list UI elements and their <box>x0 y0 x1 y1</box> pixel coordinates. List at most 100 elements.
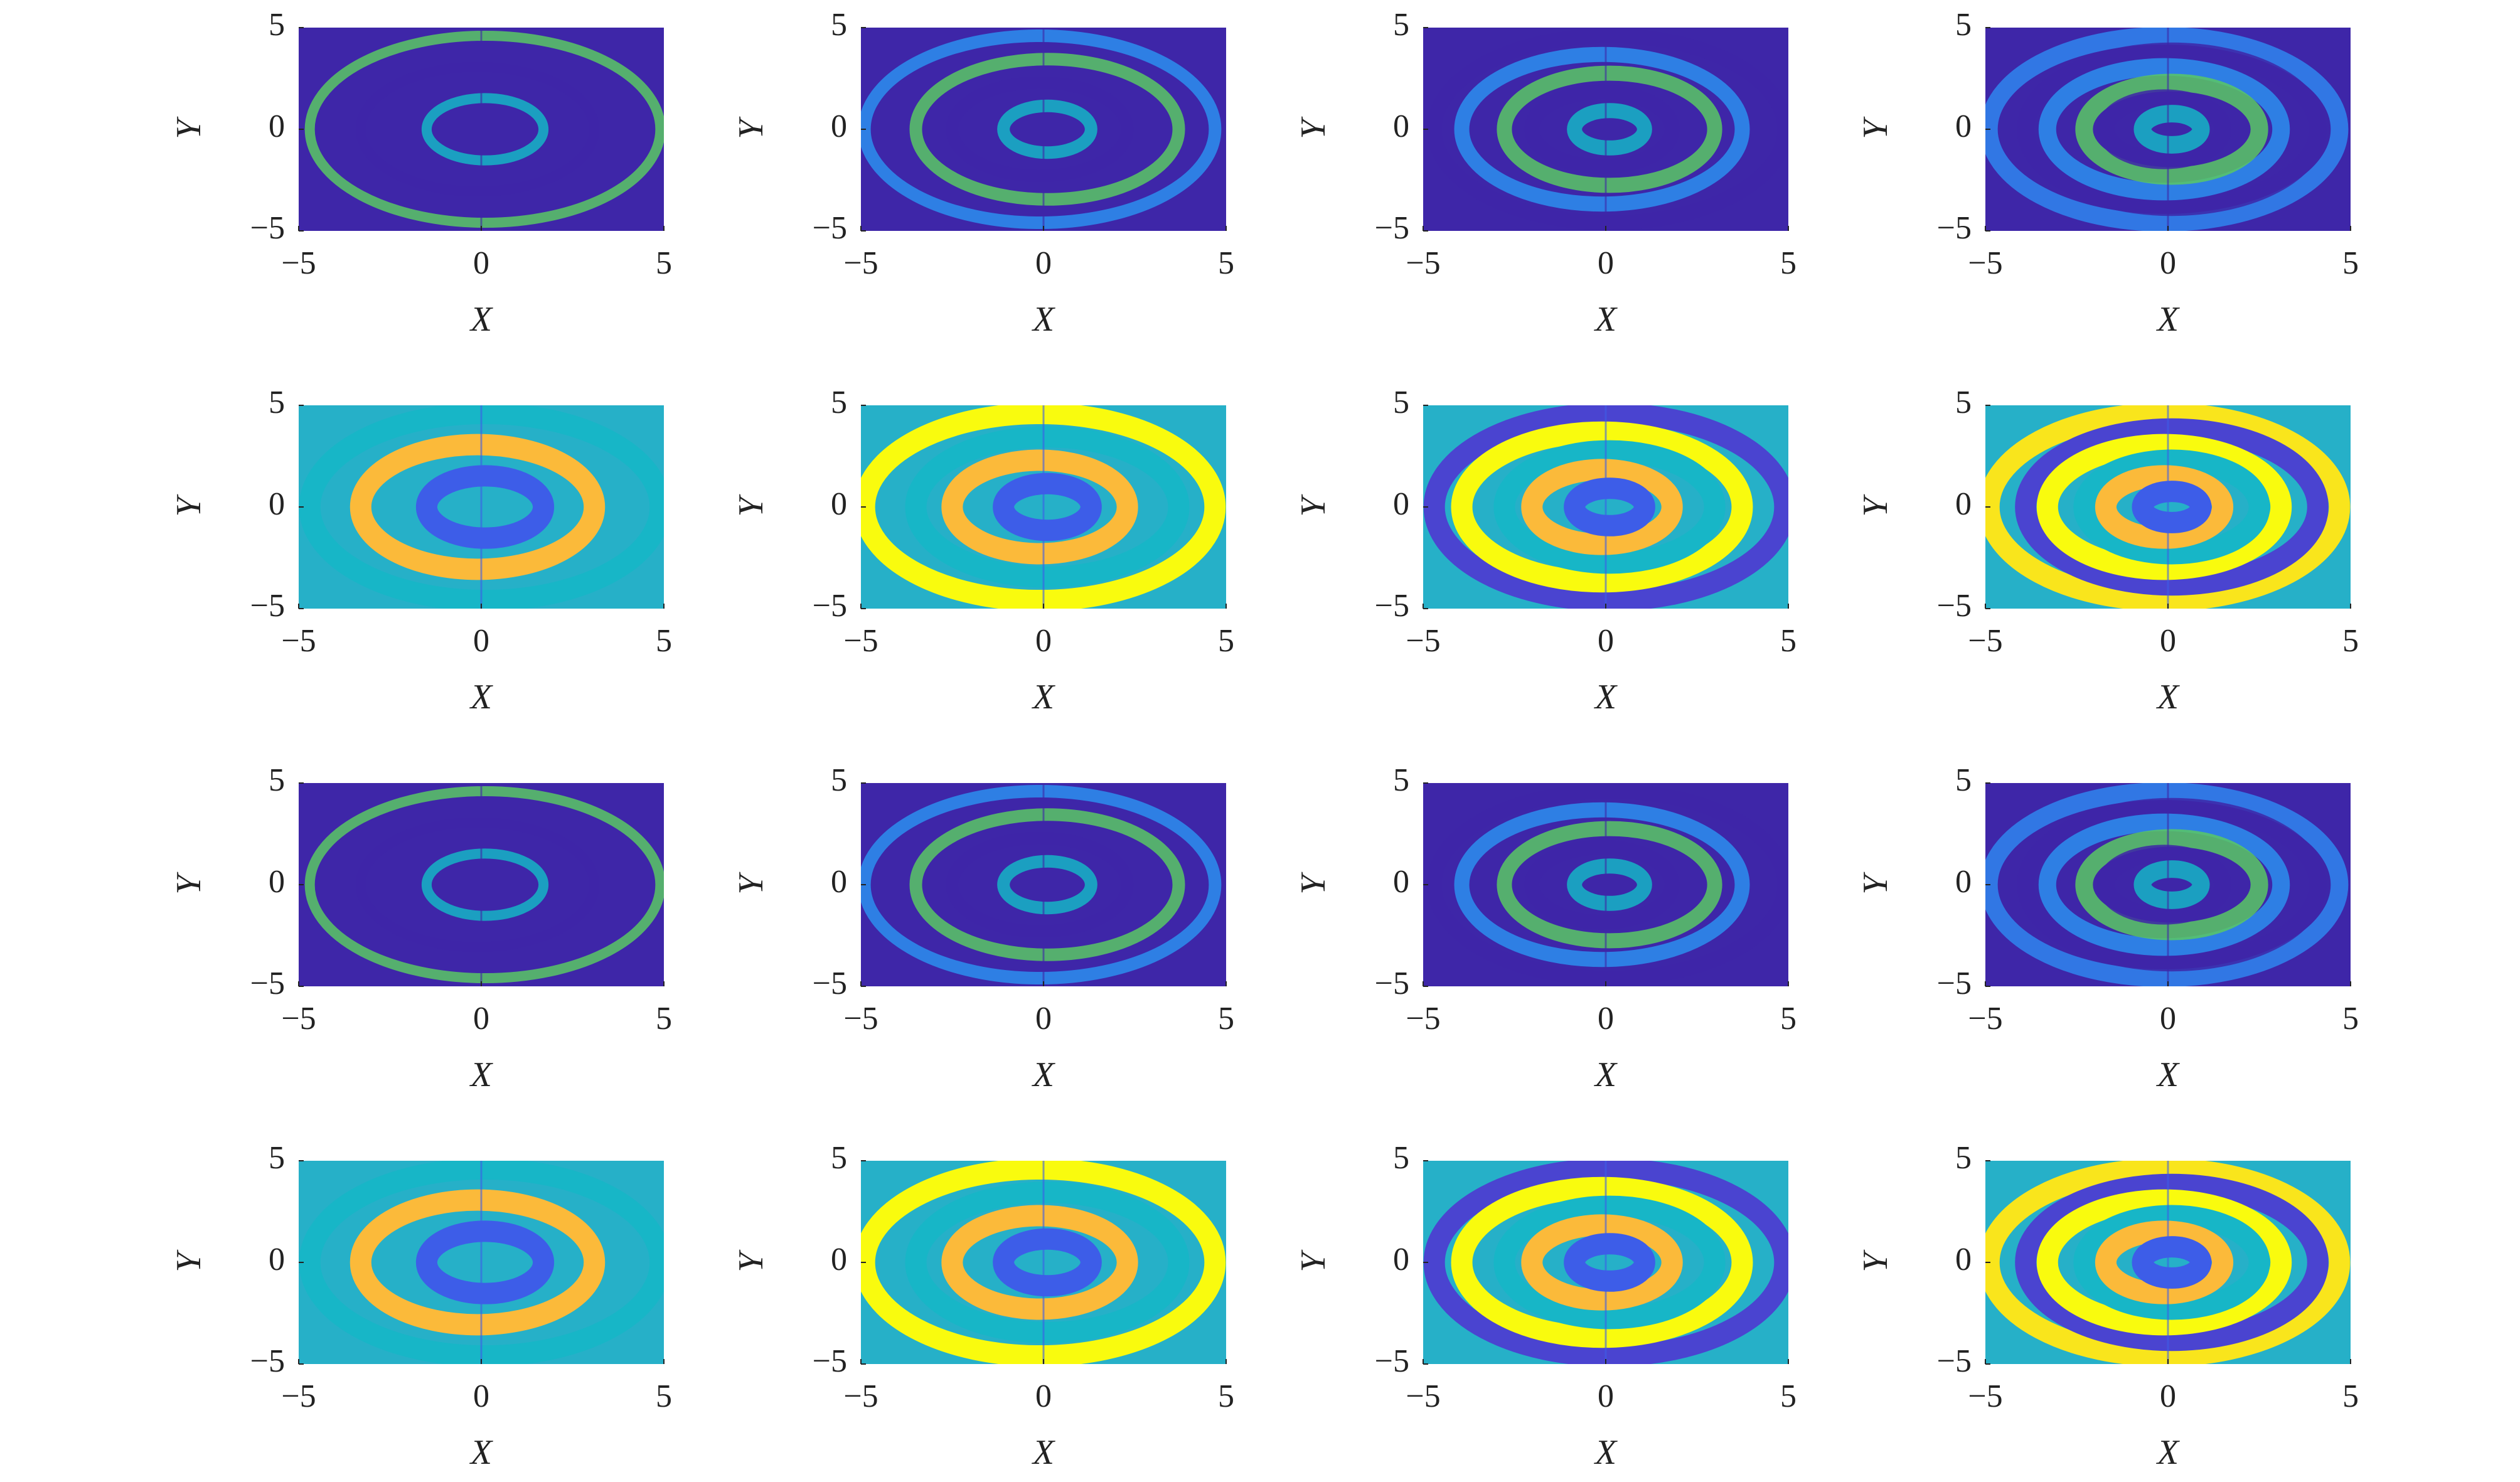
y-axis-label: Y <box>732 872 771 895</box>
heatmap-ring <box>350 434 606 580</box>
heatmap-ring <box>1524 840 1680 930</box>
x-axis-label: X <box>469 678 494 717</box>
y-tick-label: −5 <box>250 588 285 624</box>
x-tick-label: 5 <box>656 245 672 281</box>
y-tick-label: −5 <box>1937 210 1972 246</box>
x-axis-label: X <box>1032 1055 1056 1094</box>
y-tick-label: 5 <box>269 762 285 798</box>
heatmap-ring <box>2132 481 2212 533</box>
y-tick-label: 5 <box>269 1140 285 1176</box>
x-axis-label: X <box>1032 300 1056 339</box>
x-axis-label: X <box>2156 1055 2181 1094</box>
x-tick-label: −5 <box>281 1378 316 1414</box>
x-tick-label: 0 <box>473 623 489 659</box>
y-axis-label: Y <box>732 1249 771 1272</box>
y-tick-label: 0 <box>831 109 847 144</box>
heatmap <box>1985 405 2351 609</box>
heatmap-ring <box>2073 449 2270 565</box>
y-tick-label: 5 <box>1393 385 1409 420</box>
y-tick-label: 5 <box>1393 762 1409 798</box>
y-tick-label: −5 <box>813 588 847 624</box>
x-tick-label: −5 <box>281 245 316 281</box>
heatmap <box>299 28 664 231</box>
x-tick-label: 0 <box>2160 245 2176 281</box>
heatmap-ring <box>1521 1214 1683 1311</box>
x-tick-label: 5 <box>2342 1001 2359 1037</box>
y-axis-label: Y <box>1856 116 1895 139</box>
y-tick-label: −5 <box>1375 966 1409 1001</box>
heatmap-ring <box>2132 1236 2212 1289</box>
y-tick-label: 5 <box>269 7 285 43</box>
heatmap-ring <box>1454 802 1750 968</box>
x-tick-label: 0 <box>2160 1378 2176 1414</box>
y-tick-label: −5 <box>1937 1343 1972 1379</box>
y-tick-label: 0 <box>1393 1242 1409 1277</box>
heatmap <box>1985 28 2351 231</box>
x-axis-label: X <box>1032 1433 1056 1472</box>
heatmap-ring <box>905 1181 1190 1343</box>
x-tick-label: 0 <box>1035 1001 1052 1037</box>
heatmap-ring <box>299 1161 664 1364</box>
heatmap-ring <box>2017 42 2327 216</box>
heatmap-ring <box>1426 784 1788 986</box>
y-tick-label: 5 <box>269 385 285 420</box>
y-tick-label: 0 <box>269 1242 285 1277</box>
heatmap-ring <box>993 1228 1102 1297</box>
heatmap <box>1423 405 1788 609</box>
x-axis-label: X <box>469 300 494 339</box>
x-tick-label: −5 <box>843 1378 878 1414</box>
y-axis-label: Y <box>732 116 771 139</box>
x-tick-label: −5 <box>1406 623 1440 659</box>
x-axis-label: X <box>1032 678 1056 717</box>
heatmap-ring <box>299 405 664 609</box>
heatmap-ring <box>2038 813 2290 956</box>
x-tick-label: 5 <box>1218 623 1234 659</box>
x-axis-label: X <box>2156 678 2181 717</box>
x-tick-label: 5 <box>656 1378 672 1414</box>
y-tick-label: 5 <box>1955 762 1972 798</box>
y-axis-label: Y <box>169 1249 208 1272</box>
x-tick-label: 0 <box>1598 1001 1614 1037</box>
x-tick-label: 0 <box>1598 623 1614 659</box>
heatmap-ring <box>1493 1195 1726 1330</box>
heatmap <box>861 405 1226 609</box>
y-tick-label: 5 <box>1955 385 1972 420</box>
heatmap <box>1985 1161 2351 1364</box>
heatmap-ring <box>415 465 555 549</box>
heatmap-ring <box>1497 65 1722 193</box>
heatmap <box>1423 28 1788 231</box>
heatmap-ring <box>1521 459 1683 555</box>
heatmap-ring <box>1497 821 1722 949</box>
x-tick-label: −5 <box>1968 245 2002 281</box>
heatmap <box>861 783 1226 986</box>
x-tick-label: 5 <box>1780 245 1797 281</box>
y-tick-label: 5 <box>1393 1140 1409 1176</box>
x-tick-label: −5 <box>1968 623 2002 659</box>
y-axis-label: Y <box>1856 494 1895 517</box>
y-tick-label: 5 <box>831 762 847 798</box>
x-tick-label: 5 <box>1780 623 1797 659</box>
y-axis-label: Y <box>169 116 208 139</box>
x-tick-label: 5 <box>1780 1378 1797 1414</box>
y-tick-label: −5 <box>813 210 847 246</box>
heatmap-ring <box>1451 1176 1753 1348</box>
heatmap-ring <box>1451 421 1753 593</box>
heatmap <box>1985 783 2351 986</box>
heatmap-ring <box>941 1205 1138 1320</box>
x-tick-label: −5 <box>1406 1001 1440 1037</box>
heatmap-ring <box>997 99 1097 159</box>
heatmap-ring <box>1564 1233 1655 1292</box>
x-tick-label: 5 <box>656 1001 672 1037</box>
x-tick-label: 0 <box>473 1378 489 1414</box>
x-tick-label: 5 <box>2342 245 2359 281</box>
x-tick-label: 5 <box>1218 1001 1234 1037</box>
heatmap-ring <box>2036 1189 2292 1336</box>
heatmap-ring <box>304 786 664 983</box>
heatmap-ring <box>304 31 664 228</box>
y-tick-label: 0 <box>1393 486 1409 522</box>
heatmap-ring <box>905 426 1190 588</box>
y-tick-label: −5 <box>1375 588 1409 624</box>
y-tick-label: 0 <box>831 864 847 900</box>
heatmap-ring <box>1426 28 1788 230</box>
heatmap-ring <box>941 449 1138 565</box>
